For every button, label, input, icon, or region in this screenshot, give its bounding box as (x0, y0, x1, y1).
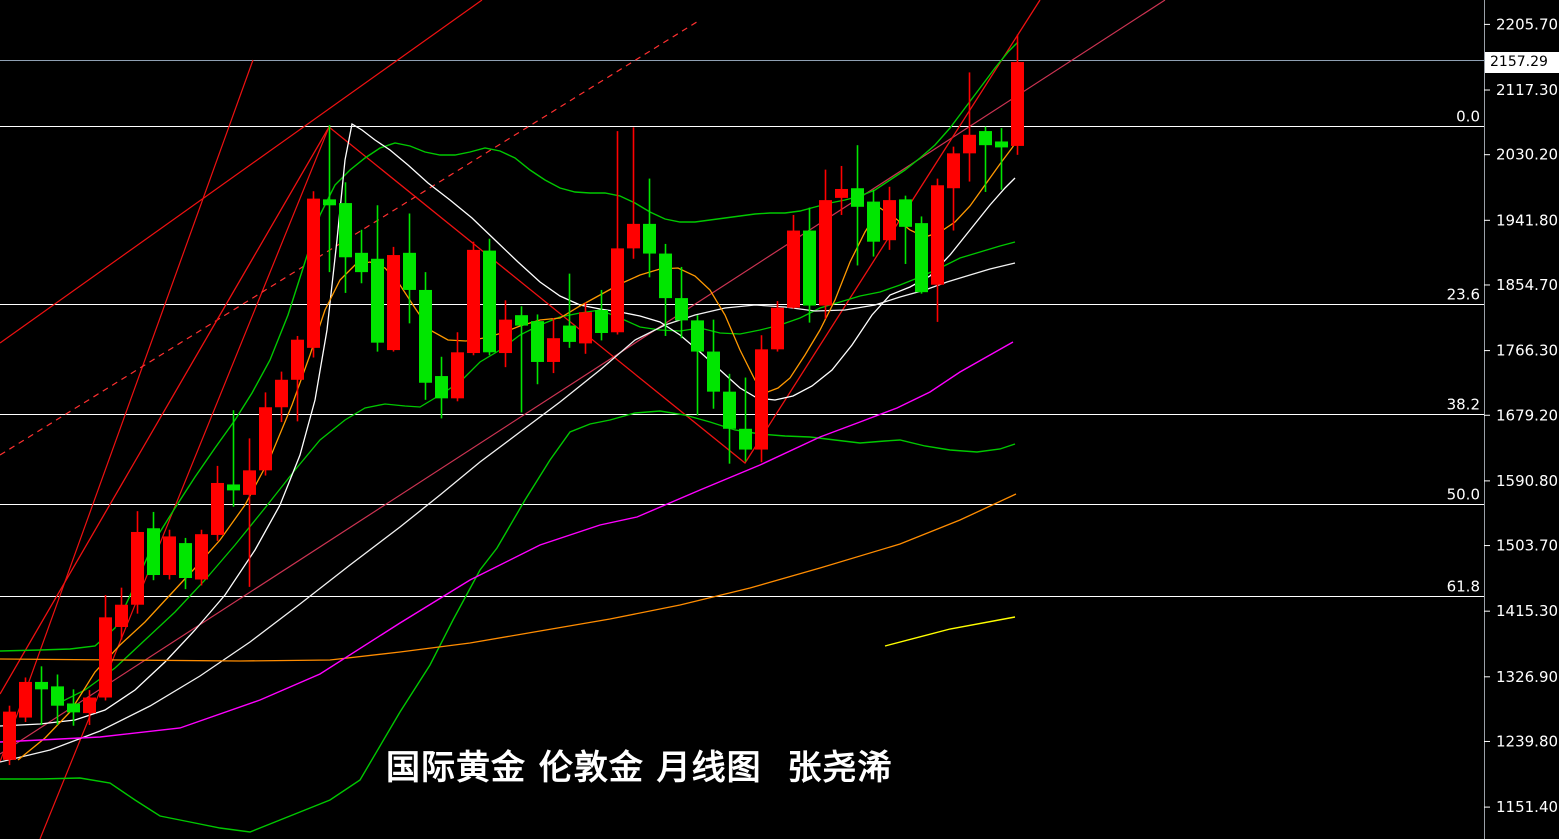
candle-body (531, 321, 544, 362)
candle-body (179, 543, 192, 578)
candle-body (323, 199, 336, 206)
price-axis-label: 1679.20 (1496, 406, 1558, 424)
candle-body (147, 528, 160, 576)
candle-body (739, 428, 752, 450)
candle-body (499, 319, 512, 354)
candle-body (787, 230, 800, 308)
price-axis-label: 1326.90 (1496, 668, 1558, 686)
price-axis-label: 1415.30 (1496, 602, 1558, 620)
candle-body (19, 681, 32, 718)
candle-body (403, 252, 416, 290)
candle-body (675, 298, 688, 321)
ma-yellow (884, 616, 1016, 647)
price-axis-label: 1590.80 (1496, 472, 1558, 490)
candle-body (131, 531, 144, 605)
price-axis-label: 2117.30 (1496, 81, 1558, 99)
candle-body (259, 407, 272, 471)
candle-body (883, 200, 896, 241)
candle-body (371, 258, 384, 343)
price-axis-label: 1503.70 (1496, 537, 1558, 555)
candle-body (339, 203, 352, 258)
candle-body (387, 255, 400, 351)
bollinger-lower-green (0, 410, 1016, 833)
price-axis-label: 2205.70 (1496, 15, 1558, 33)
candle-body (163, 536, 176, 576)
bollinger-upper-green (0, 41, 1019, 652)
candle-body (451, 352, 464, 399)
candle-body (1011, 62, 1024, 146)
price-axis-label: 1151.40 (1496, 798, 1558, 816)
ma-white-slow (0, 262, 1016, 763)
fib-level-label: 50.0 (1447, 486, 1480, 504)
candle-body (243, 470, 256, 495)
candle-body (515, 315, 528, 326)
candle-body (771, 307, 784, 350)
price-axis-label: 1239.80 (1496, 732, 1558, 750)
candle-body (51, 686, 64, 706)
candle-body (355, 252, 368, 273)
candle-body (83, 697, 96, 714)
steep-fan-line-2 (0, 59, 254, 763)
candle-body (659, 253, 672, 299)
fib-level-label: 38.2 (1447, 396, 1480, 414)
rising-channel-line (0, 0, 483, 344)
candle-body (931, 185, 944, 285)
candle-body (307, 198, 320, 348)
candle-body (723, 391, 736, 429)
candle-body (867, 201, 880, 242)
ma-white-fast (0, 122, 1016, 727)
candle-body (563, 325, 576, 342)
price-axis-label: 2030.20 (1496, 146, 1558, 164)
candle-body (627, 223, 640, 249)
candle-body (755, 349, 768, 450)
candle-body (547, 338, 560, 362)
steep-fan-line-1 (39, 126, 330, 839)
candle-body (851, 188, 864, 207)
candle-body (291, 339, 304, 380)
chart-watermark-title: 国际黄金 伦敦金 月线图 张尧浠 (386, 748, 893, 788)
candle-body (211, 482, 224, 535)
fib-level-label: 0.0 (1456, 108, 1480, 126)
candle-body (915, 223, 928, 293)
candle-body (67, 703, 80, 713)
candle-body (115, 604, 128, 627)
candle-body (195, 534, 208, 580)
candle-body (995, 141, 1008, 148)
candle-body (227, 484, 240, 491)
candle-body (691, 320, 704, 352)
candle-body (3, 711, 16, 760)
candle-body (275, 379, 288, 408)
candle-body (467, 249, 480, 354)
price-axis-label: 1854.70 (1496, 276, 1558, 294)
candle-body (707, 351, 720, 392)
candle-body (819, 200, 832, 306)
candle-body (579, 312, 592, 344)
candle-body (35, 681, 48, 690)
candle-body (979, 131, 992, 146)
ma-orange-slow (0, 493, 1017, 662)
ma-magenta (0, 341, 1014, 743)
price-axis-label: 1941.80 (1496, 211, 1558, 229)
candle-body (483, 250, 496, 353)
fib-level-label: 23.6 (1447, 286, 1480, 304)
price-axis-label: 1766.30 (1496, 342, 1558, 360)
candle-body (835, 188, 848, 198)
candle-body (803, 230, 816, 306)
long-rising-crimson (0, 0, 1166, 755)
candle-body (595, 309, 608, 334)
candle-body (99, 617, 112, 698)
fib-level-label: 61.8 (1447, 578, 1480, 596)
candle-body (643, 223, 656, 254)
candle-body (611, 248, 624, 333)
candle-body (963, 134, 976, 154)
current-price-tag: 2157.29 (1485, 52, 1559, 73)
candle-body (899, 199, 912, 227)
candle-body (419, 289, 432, 383)
candle-body (947, 153, 960, 189)
candle-body (435, 376, 448, 399)
